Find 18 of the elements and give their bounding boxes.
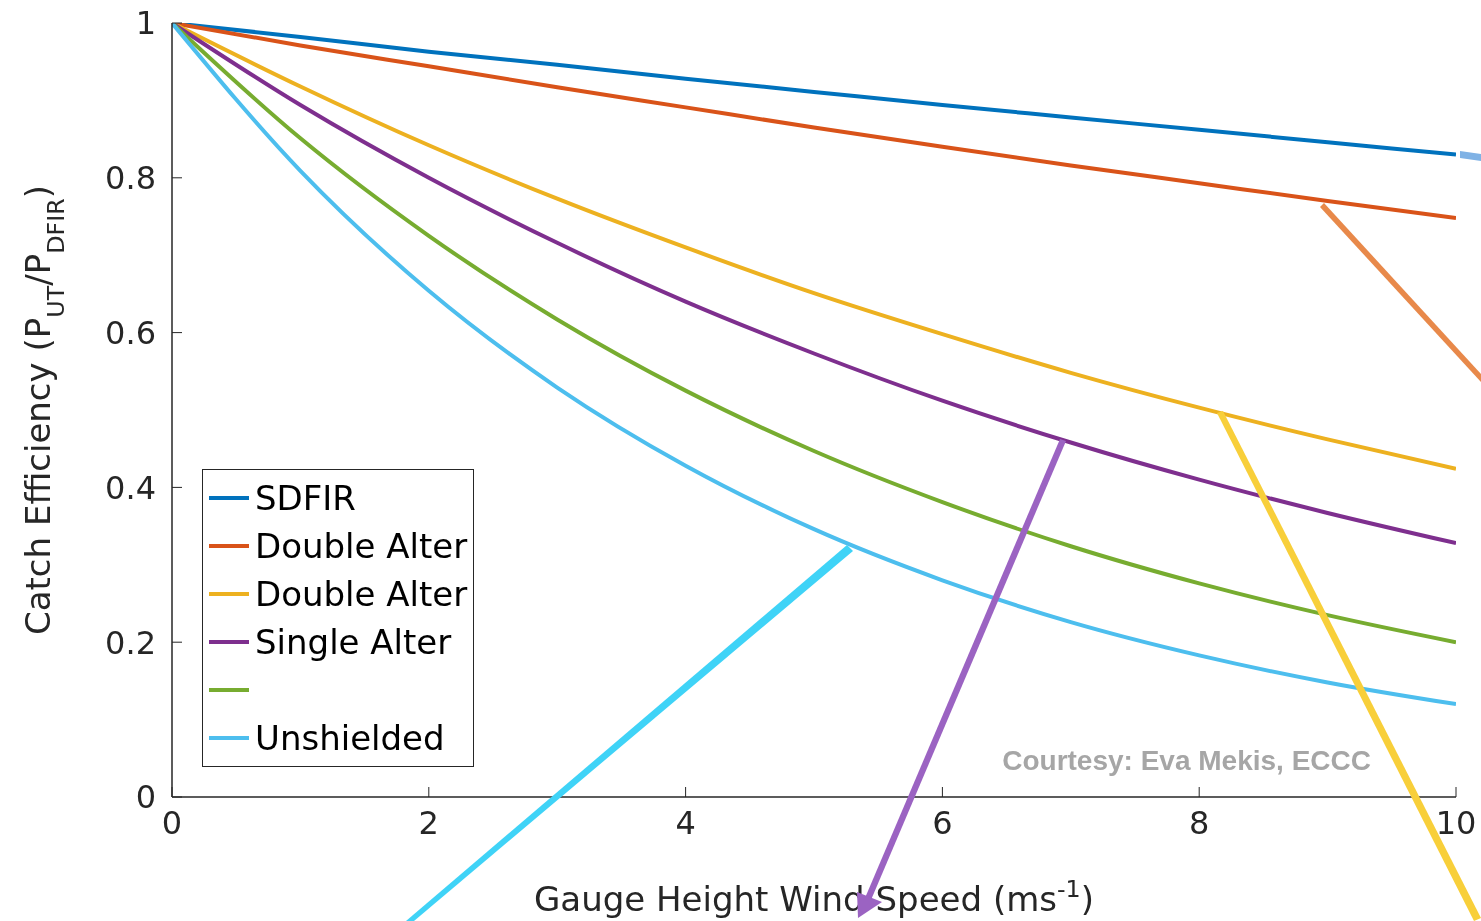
y-tick-label: 0.6	[105, 313, 156, 352]
x-tick-label: 6	[932, 803, 953, 842]
y-tick-label: 1	[135, 4, 156, 43]
x-tick-label: 10	[1435, 803, 1477, 842]
x-tick-label: 0	[161, 803, 183, 842]
y-tick-label: 0	[135, 778, 156, 817]
legend-label: SDFIR	[255, 478, 356, 518]
y-tick-label: 0.2	[105, 623, 156, 662]
legend-label: Single Alter	[255, 622, 452, 662]
legend-label: Unshielded	[255, 718, 445, 758]
legend-label: Double Alter	[255, 526, 468, 566]
y-tick-label: 0.8	[105, 159, 156, 198]
x-tick-label: 8	[1189, 803, 1210, 842]
annotation: Courtesy: Eva Mekis, ECCC	[1002, 745, 1371, 777]
x-tick-label: 4	[675, 803, 696, 842]
x-tick-label: 2	[418, 803, 439, 842]
y-tick-label: 0.4	[105, 468, 156, 507]
legend-label: Double Alter	[255, 574, 468, 614]
